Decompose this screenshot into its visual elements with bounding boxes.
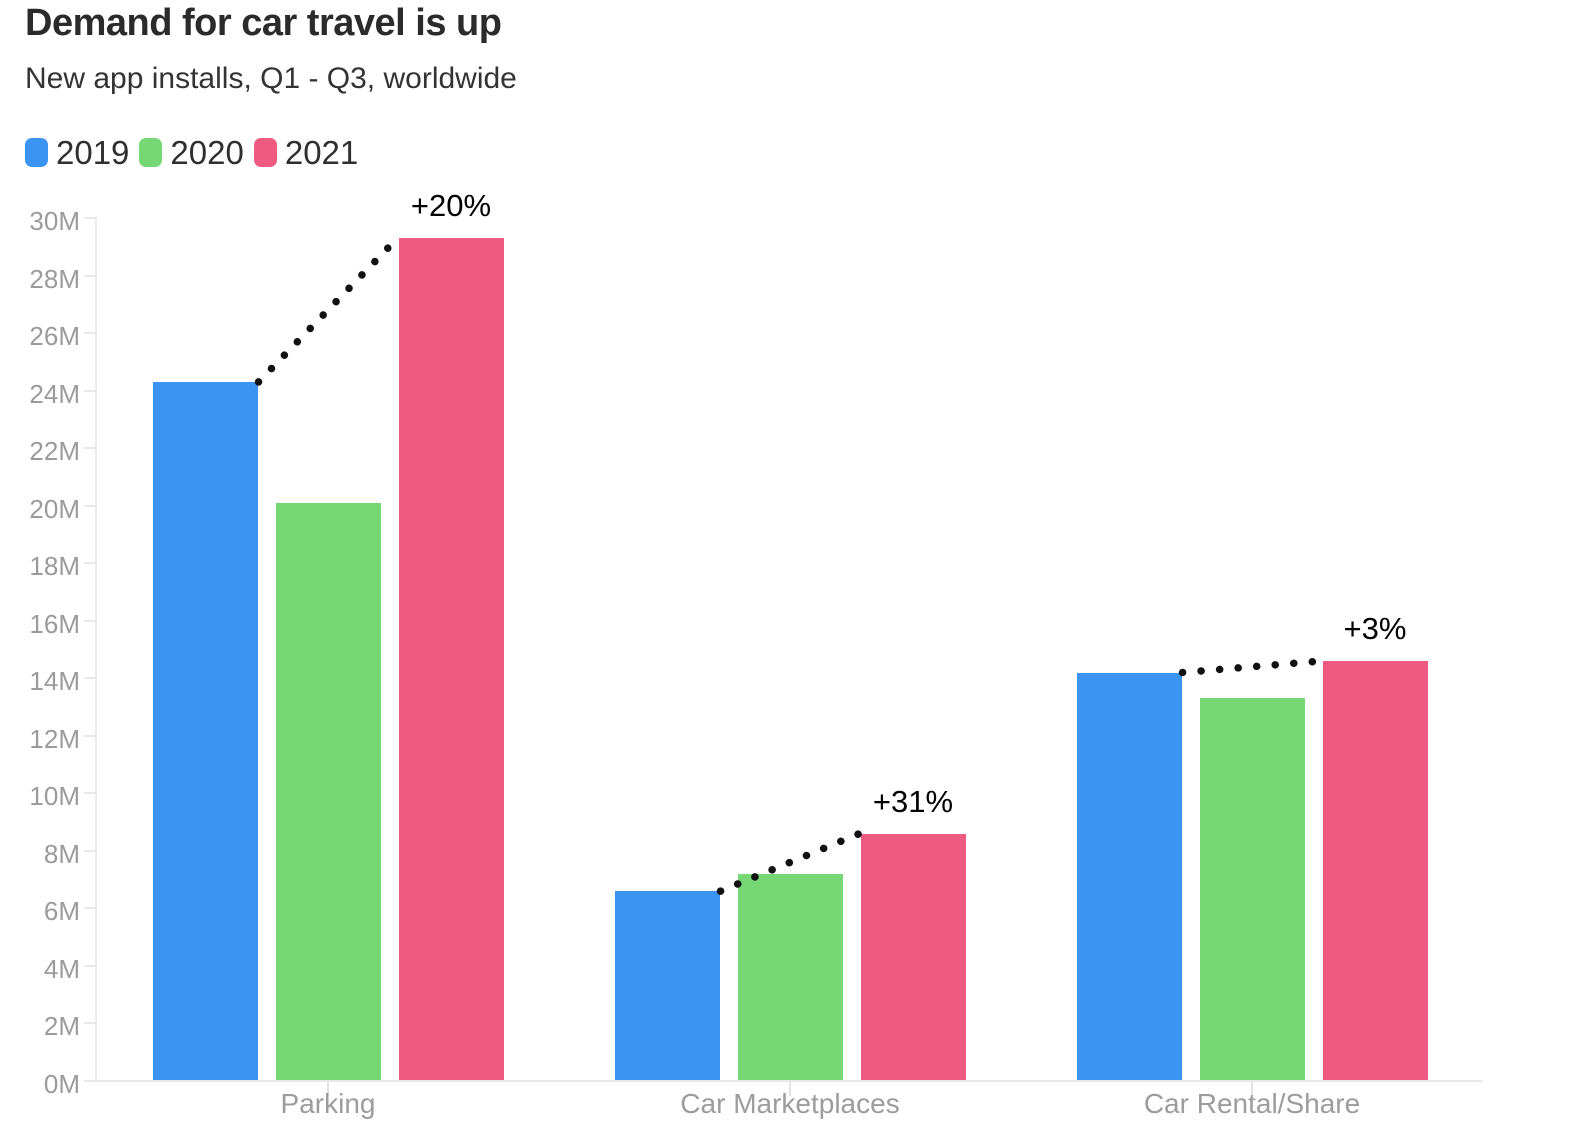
- y-tick-mark: [84, 274, 97, 277]
- y-tick-mark: [84, 217, 97, 219]
- y-tick-mark: [84, 677, 97, 680]
- y-tick-label: 12M: [29, 723, 80, 754]
- y-tick-mark: [84, 964, 97, 967]
- y-tick-label: 2M: [43, 1011, 80, 1042]
- y-tick-label: 8M: [43, 838, 80, 869]
- legend-item-2021: 2021: [253, 134, 359, 171]
- legend-label-2019: 2019: [56, 134, 130, 171]
- y-tick-label: 4M: [43, 953, 80, 984]
- y-tick-label: 14M: [29, 666, 80, 697]
- y-tick-label: 30M: [29, 206, 80, 236]
- category-tick: [327, 1081, 329, 1096]
- bar-car-rental-share-2021: [1322, 661, 1428, 1080]
- category-label: Car Marketplaces: [680, 1088, 900, 1119]
- y-tick-mark: [84, 389, 97, 392]
- category-tick: [1251, 1081, 1253, 1096]
- y-tick-label: 28M: [29, 263, 80, 294]
- y-tick-mark: [84, 619, 97, 622]
- y-tick-mark: [84, 1022, 97, 1025]
- y-tick-mark: [84, 504, 97, 507]
- growth-annotation: +3%: [1343, 611, 1407, 646]
- category-label: Parking: [280, 1088, 376, 1119]
- y-tick-mark: [84, 332, 97, 335]
- y-tick-label: 10M: [29, 781, 80, 812]
- y-tick-mark: [84, 849, 97, 852]
- bar-car-marketplaces-2019: [614, 891, 720, 1080]
- legend-swatch-2019: [25, 138, 48, 167]
- legend-label-2021: 2021: [284, 134, 359, 171]
- y-axis-line: [95, 218, 97, 1081]
- legend-swatch-2021: [253, 138, 277, 167]
- y-tick-label: 6M: [43, 896, 80, 927]
- trend-dotted-line: [1178, 657, 1326, 677]
- legend-item-2020: 2020: [139, 134, 244, 171]
- legend-label-2020: 2020: [170, 134, 244, 171]
- bar-car-marketplaces-2020: [737, 873, 843, 1080]
- y-tick-mark: [84, 792, 97, 795]
- legend: 2019 2020 2021: [25, 136, 368, 169]
- y-tick-label: 22M: [29, 436, 80, 467]
- category-label: Car Rental/Share: [1143, 1088, 1361, 1119]
- bar-parking-2021: [398, 238, 504, 1080]
- bar-parking-2019: [152, 381, 258, 1080]
- x-axis-line: [84, 1080, 1483, 1082]
- y-tick-mark: [84, 447, 97, 450]
- y-tick-mark: [84, 907, 97, 910]
- legend-swatch-2020: [139, 138, 163, 167]
- y-tick-mark: [84, 734, 97, 737]
- chart-subtitle: New app installs, Q1 - Q3, worldwide: [25, 62, 517, 95]
- category-tick: [789, 1081, 791, 1096]
- growth-annotation: +31%: [872, 783, 954, 819]
- y-tick-mark: [84, 562, 97, 565]
- y-tick-label: 24M: [29, 378, 80, 409]
- y-tick-label: 0M: [43, 1069, 80, 1099]
- bar-parking-2020: [275, 502, 381, 1080]
- bar-car-rental-share-2020: [1199, 698, 1305, 1080]
- trend-dotted-line: [254, 234, 402, 386]
- bar-car-marketplaces-2021: [860, 833, 966, 1080]
- y-tick-label: 20M: [29, 493, 80, 524]
- chart-title: Demand for car travel is up: [25, 2, 502, 44]
- bar-car-rental-share-2019: [1076, 672, 1182, 1080]
- y-tick-label: 26M: [29, 321, 80, 352]
- growth-annotation: +20%: [410, 188, 492, 224]
- y-tick-label: 16M: [29, 608, 80, 639]
- y-tick-label: 18M: [29, 551, 80, 582]
- legend-item-2019: 2019: [25, 136, 129, 169]
